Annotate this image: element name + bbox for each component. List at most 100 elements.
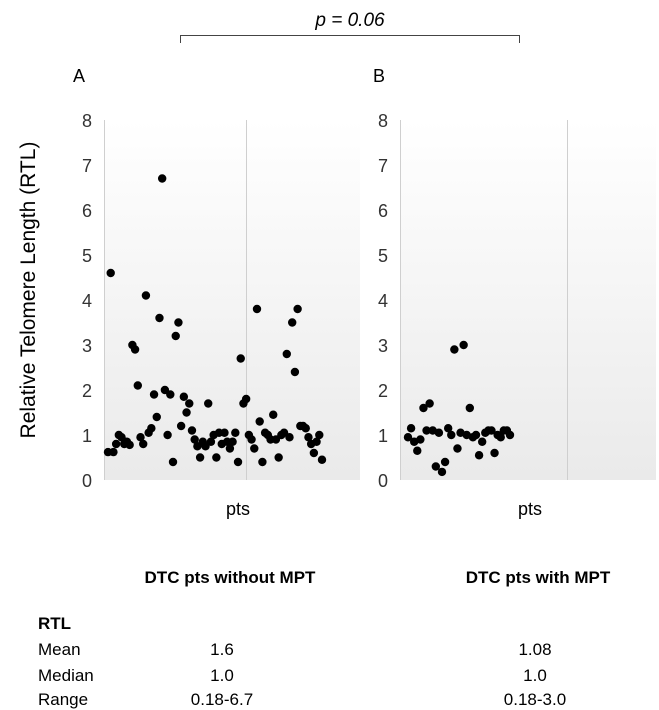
row-label-mean: Mean [38, 640, 81, 659]
data-point [250, 444, 259, 453]
data-point [204, 399, 213, 408]
y-tick-label: 2 [82, 381, 92, 401]
panel-label: A [73, 66, 85, 86]
y-tick-label: 0 [378, 471, 388, 491]
data-point [403, 433, 413, 442]
data-point [166, 390, 175, 399]
data-point [434, 428, 444, 437]
y-axis-label: Relative Telomere Length (RTL) [17, 142, 40, 439]
significance-bracket [180, 35, 520, 43]
data-point [171, 331, 180, 341]
data-point [285, 433, 294, 442]
data-point [431, 462, 441, 471]
data-point [106, 268, 115, 278]
data-point [220, 428, 229, 437]
data-point [425, 399, 434, 408]
data-point [274, 453, 283, 462]
panel-label: B [373, 66, 385, 86]
data-point [241, 394, 251, 404]
y-tick-label: 3 [378, 336, 388, 356]
mean-left-value: 1.6 [210, 640, 234, 659]
data-point [487, 426, 496, 435]
y-tick-label: 7 [378, 156, 388, 176]
data-point [282, 349, 291, 359]
data-point [125, 440, 134, 450]
data-point [187, 426, 197, 435]
data-point [269, 410, 278, 419]
y-tick-label: 1 [378, 426, 388, 446]
range-left-value: 0.18-6.7 [190, 690, 254, 709]
x-axis-label: pts [518, 499, 542, 519]
y-tick-label: 6 [378, 201, 388, 221]
data-point [258, 457, 267, 467]
data-point [109, 447, 118, 457]
data-point [474, 451, 484, 460]
data-point [157, 174, 167, 183]
data-point [309, 448, 319, 458]
y-tick-label: 3 [82, 336, 92, 356]
data-point [185, 399, 194, 408]
data-point [450, 345, 459, 354]
range-right-value: 0.18-3.0 [503, 690, 567, 709]
data-point [225, 444, 235, 453]
data-point [163, 430, 172, 440]
data-point [182, 408, 191, 417]
data-point [490, 448, 499, 458]
data-point [168, 457, 178, 467]
data-point [453, 444, 462, 453]
median-right-value: 1.0 [523, 666, 547, 685]
y-tick-label: 5 [82, 246, 92, 266]
data-point [459, 340, 468, 350]
data-point [190, 435, 199, 444]
table-header: RTL [38, 614, 72, 633]
data-point [317, 455, 327, 464]
data-point [231, 428, 240, 437]
data-point [293, 304, 302, 314]
group-title-without-mpt: DTC pts without MPT [144, 568, 316, 587]
data-point [206, 437, 216, 446]
group-title-with-mpt: DTC pts with MPT [465, 568, 611, 587]
row-label-median: Median [38, 666, 94, 685]
y-tick-label: 6 [82, 201, 92, 221]
data-point [176, 421, 186, 431]
data-point [413, 446, 422, 455]
data-point [288, 318, 297, 327]
y-tick-label: 4 [82, 291, 92, 311]
data-point [252, 304, 262, 314]
data-point [440, 457, 450, 467]
data-point [247, 435, 256, 444]
data-point [422, 426, 431, 435]
data-point [477, 437, 487, 446]
data-point [416, 435, 425, 444]
data-point [496, 433, 505, 442]
data-point [447, 430, 456, 440]
data-point [471, 430, 481, 440]
p-value-label: p = 0.06 [315, 10, 385, 31]
y-tick-label: 0 [82, 471, 92, 491]
data-point [141, 291, 151, 300]
y-tick-label: 1 [82, 426, 92, 446]
data-point [133, 381, 142, 390]
data-point [301, 424, 310, 433]
data-point [212, 453, 221, 462]
data-point [228, 437, 237, 446]
data-point [130, 345, 140, 354]
data-point [505, 430, 515, 440]
data-point [136, 433, 145, 442]
data-point [406, 424, 416, 433]
bracket-line [180, 35, 520, 43]
data-point [236, 354, 245, 363]
row-label-range: Range [38, 690, 89, 709]
median-left-value: 1.0 [210, 666, 234, 685]
data-point [312, 437, 321, 446]
data-point [111, 439, 121, 449]
data-point [152, 412, 161, 422]
y-tick-label: 8 [378, 111, 388, 131]
y-tick-label: 2 [378, 381, 388, 401]
y-tick-label: 8 [82, 111, 92, 131]
data-point [443, 424, 453, 433]
mean-right-value: 1.08 [518, 640, 552, 659]
data-point [174, 318, 183, 327]
